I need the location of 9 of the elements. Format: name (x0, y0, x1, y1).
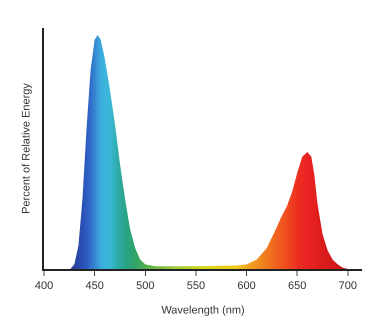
x-tick-label: 550 (186, 280, 206, 292)
x-tick-label: 600 (237, 280, 256, 292)
x-tick-label: 700 (338, 280, 357, 292)
x-tick-label: 650 (288, 280, 306, 292)
x-axis-title: Wavelength (nm) (161, 304, 245, 317)
x-tick-label: 400 (34, 280, 54, 292)
x-tick-label: 500 (136, 280, 154, 292)
y-axis-title: Percent of Relative Energy (20, 82, 32, 214)
x-tick-label: 450 (85, 280, 104, 292)
